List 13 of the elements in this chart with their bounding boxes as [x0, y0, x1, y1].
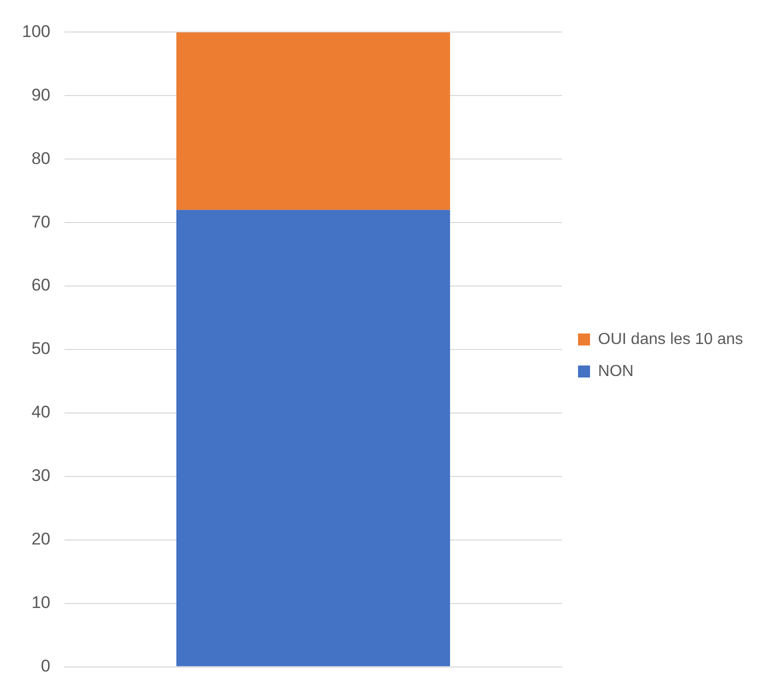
- y-tick-label: 90: [31, 85, 50, 104]
- y-tick-label: 20: [31, 530, 50, 549]
- legend-label: OUI dans les 10 ans: [598, 330, 743, 348]
- y-tick-label: 10: [31, 593, 50, 612]
- y-tick-label: 80: [31, 148, 50, 168]
- y-tick-label: 0: [40, 656, 50, 676]
- y-tick-label: 70: [31, 212, 50, 232]
- y-tick-label: 40: [31, 402, 50, 422]
- y-tick-label: 100: [22, 22, 50, 41]
- legend-label: NON: [598, 362, 634, 380]
- y-tick-label: 30: [31, 466, 50, 486]
- y-tick-label: 60: [31, 276, 50, 295]
- y-tick-label: 50: [31, 339, 50, 358]
